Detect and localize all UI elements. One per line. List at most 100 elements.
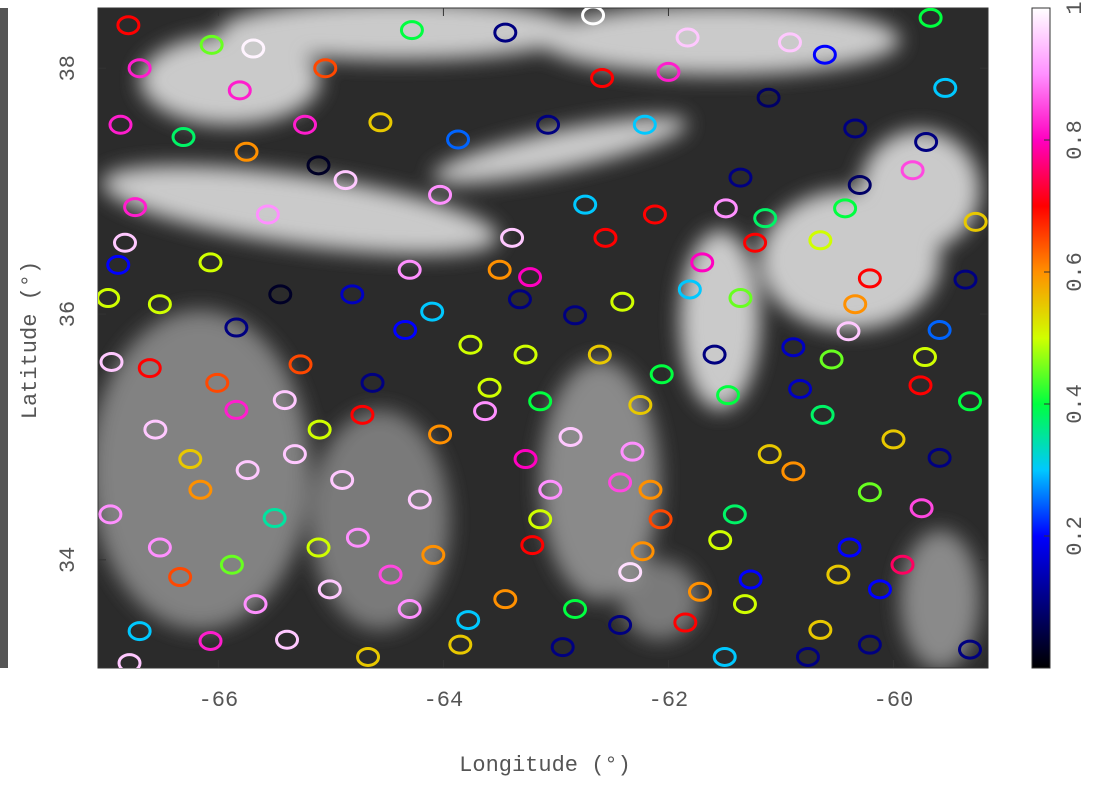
- footprint: [143, 419, 168, 440]
- footprint: [702, 344, 727, 365]
- footprint: [116, 15, 141, 36]
- footprint: [147, 294, 172, 315]
- footprint: [558, 426, 583, 447]
- footprint: [687, 581, 712, 602]
- colorbar: [1031, 7, 1051, 669]
- footprint: [234, 141, 259, 162]
- footprint: [393, 320, 418, 341]
- footprint: [275, 629, 300, 650]
- footprint: [808, 230, 833, 251]
- footprint: [205, 372, 230, 393]
- footprint: [642, 204, 667, 225]
- footprint: [890, 554, 915, 575]
- footprint: [421, 544, 446, 565]
- footprint: [912, 347, 937, 368]
- footprint: [272, 390, 297, 411]
- footprint: [728, 167, 753, 188]
- footprint: [397, 259, 422, 280]
- footprint: [673, 612, 698, 633]
- footprint: [235, 460, 260, 481]
- footprint: [581, 8, 606, 26]
- footprint: [738, 569, 763, 590]
- footprint: [317, 579, 342, 600]
- footprint: [808, 619, 833, 640]
- x-tick-label: -66: [199, 688, 239, 713]
- footprint: [493, 22, 518, 43]
- footprint: [147, 537, 172, 558]
- colorbar-tick-label: 0.2: [1063, 516, 1088, 556]
- footprint: [675, 27, 700, 48]
- footprint: [716, 385, 741, 406]
- footprint: [777, 32, 802, 53]
- footprint: [458, 334, 483, 355]
- footprint: [282, 444, 307, 465]
- footprint: [610, 291, 635, 312]
- footprint: [843, 294, 868, 315]
- x-tick-label: -62: [649, 688, 689, 713]
- footprint: [819, 349, 844, 370]
- footprint: [927, 320, 952, 341]
- footprint: [908, 375, 933, 396]
- footprint: [507, 289, 532, 310]
- footprint: [550, 637, 575, 658]
- footprint: [638, 479, 663, 500]
- footprint: [927, 447, 952, 468]
- footprint: [836, 321, 861, 342]
- footprint: [456, 610, 481, 631]
- footprint: [933, 77, 958, 98]
- colorbar-tick-label: 0.6: [1063, 252, 1088, 292]
- footprint: [500, 227, 525, 248]
- footprint: [722, 504, 747, 525]
- footprint: [628, 394, 653, 415]
- y-tick-label: 34: [56, 547, 81, 573]
- footprint: [847, 174, 872, 195]
- footprint: [857, 268, 882, 289]
- x-tick-label: -60: [874, 688, 914, 713]
- footprint: [756, 87, 781, 108]
- footprint: [493, 589, 518, 610]
- footprint: [198, 252, 223, 273]
- footprint: [753, 208, 778, 229]
- footprint: [593, 227, 618, 248]
- footprint: [356, 646, 381, 667]
- footprint: [262, 508, 287, 529]
- footprint: [241, 38, 266, 59]
- footprint: [171, 127, 196, 148]
- footprint: [360, 372, 385, 393]
- footprint: [340, 284, 365, 305]
- footprint: [656, 61, 681, 82]
- footprint: [618, 562, 643, 583]
- footprint: [293, 114, 318, 135]
- footprint: [487, 259, 512, 280]
- footprint: [378, 564, 403, 585]
- footprint: [781, 461, 806, 482]
- footprint: [106, 254, 131, 275]
- footprint: [313, 58, 338, 79]
- footprint: [113, 232, 138, 253]
- footprint: [219, 554, 244, 575]
- footprint: [446, 129, 471, 150]
- footprint: [306, 155, 331, 176]
- footprint: [168, 567, 193, 588]
- footprint: [712, 646, 737, 667]
- footprint: [690, 252, 715, 273]
- footprint: [743, 232, 768, 253]
- footprint: [957, 639, 982, 660]
- footprint: [255, 204, 280, 225]
- footprint: [953, 269, 978, 290]
- footprint: [538, 479, 563, 500]
- footprint: [428, 424, 453, 445]
- footprint: [812, 44, 837, 65]
- footprint: [448, 634, 473, 655]
- footprint: [117, 653, 142, 668]
- footprint: [420, 301, 445, 322]
- plot-frame: [97, 7, 989, 669]
- footprint: [188, 479, 213, 500]
- footprint: [963, 211, 988, 232]
- footprint: [708, 530, 733, 551]
- footprint: [957, 391, 982, 412]
- footprint: [288, 354, 313, 375]
- footprint: [98, 288, 121, 309]
